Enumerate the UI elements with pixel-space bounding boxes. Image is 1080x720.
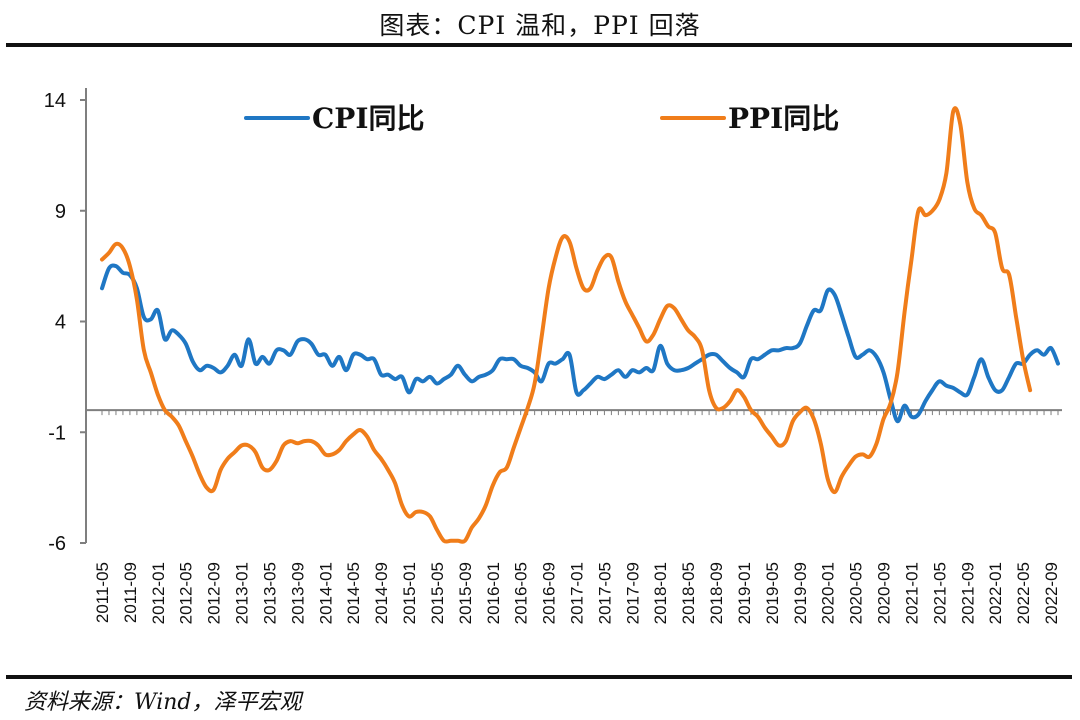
x-tick-label: 2021-05 [930, 562, 949, 624]
ppi-line [100, 106, 1033, 544]
chart-title: 图表：CPI 温和，PPI 回落 [379, 11, 701, 40]
source-rule [6, 675, 1072, 679]
x-tick-label: 2012-05 [177, 562, 196, 624]
x-tick-label: 2013-05 [260, 562, 279, 624]
x-tick-label: 2020-01 [819, 562, 838, 624]
y-tick-label: 14 [44, 90, 66, 112]
x-tick-label: 2022-09 [1042, 562, 1061, 624]
x-tick-label: 2014-01 [316, 562, 335, 624]
x-tick-label: 2017-09 [623, 562, 642, 624]
x-axis-ticks: 2011-05 2011-09 2012-01 2012-05 2012-09 2013-… [93, 410, 1061, 624]
x-tick-label: 2018-05 [679, 562, 698, 624]
source-note: 资料来源：Wind，泽平宏观 [24, 690, 302, 715]
x-tick-label: 2022-01 [986, 562, 1005, 624]
x-tick-label: 2015-01 [400, 562, 419, 624]
x-tick-label: 2018-01 [651, 562, 670, 624]
x-tick-label: 2018-09 [707, 562, 726, 624]
y-axis-ticks: 14 9 4 -1 -6 [44, 90, 86, 555]
legend-label: CPI同比 [312, 102, 424, 135]
x-tick-label: 2020-09 [875, 562, 894, 624]
x-tick-label: 2021-01 [902, 562, 921, 624]
x-tick-label: 2012-09 [205, 562, 224, 624]
x-tick-label: 2013-09 [288, 562, 307, 624]
x-tick-label: 2011-05 [93, 562, 112, 623]
x-tick-label: 2019-01 [735, 562, 754, 624]
x-tick-label: 2016-01 [484, 562, 503, 624]
x-tick-label: 2016-05 [512, 562, 531, 624]
y-tick-label: -6 [48, 533, 66, 555]
x-tick-label: 2019-05 [763, 562, 782, 624]
axes [85, 88, 1062, 543]
x-tick-label: 2017-01 [568, 562, 587, 624]
x-tick-label: 2015-05 [428, 562, 447, 624]
x-tick-label: 2014-09 [372, 562, 391, 624]
x-tick-label: 2016-09 [540, 562, 559, 624]
y-tick-label: 9 [55, 201, 66, 223]
x-tick-label: 2017-05 [595, 562, 614, 624]
x-tick-label: 2011-09 [121, 562, 140, 623]
x-tick-label: 2021-09 [958, 562, 977, 624]
y-tick-label: -1 [48, 422, 66, 444]
legend: CPI同比 PPI同比 [244, 102, 839, 135]
x-tick-label: 2020-05 [847, 562, 866, 624]
x-tick-label: 2012-01 [149, 562, 168, 624]
y-tick-label: 4 [55, 312, 66, 334]
title-rule [6, 43, 1072, 47]
series-lines [100, 106, 1060, 544]
cpi-line [100, 263, 1060, 424]
x-tick-label: 2015-09 [456, 562, 475, 624]
x-tick-label: 2022-05 [1014, 562, 1033, 624]
x-tick-label: 2019-09 [791, 562, 810, 624]
x-tick-label: 2013-01 [233, 562, 252, 624]
x-tick-label: 2014-05 [344, 562, 363, 624]
legend-label: PPI同比 [728, 102, 839, 135]
